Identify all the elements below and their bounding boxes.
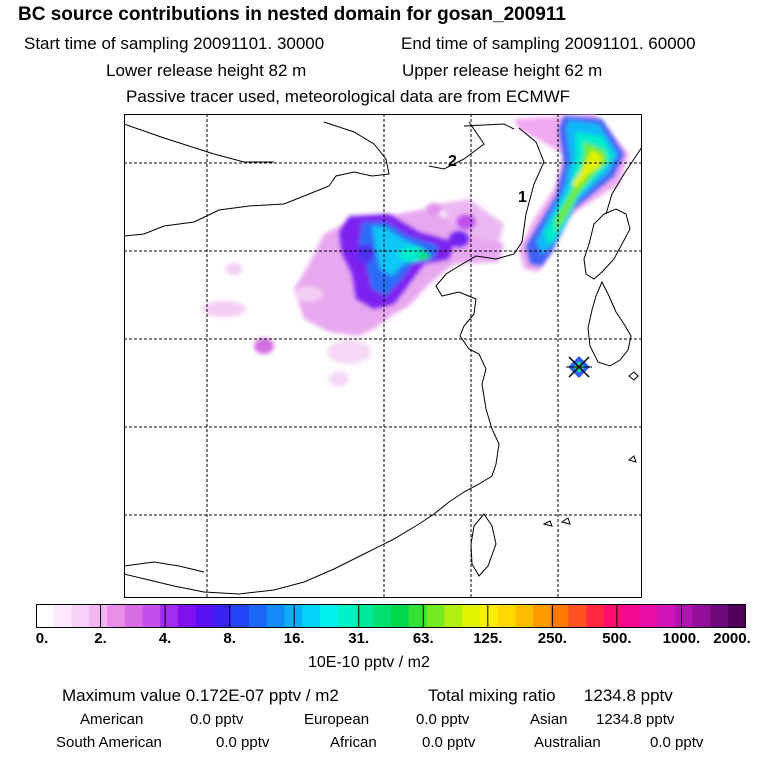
- source-contribution-map: 2 1: [124, 114, 642, 598]
- colorbar-swatch: [89, 604, 108, 628]
- colorbar-swatch: [142, 604, 161, 628]
- asian-value: 1234.8 pptv: [596, 711, 675, 728]
- colorbar-swatch: [195, 604, 214, 628]
- colorbar-tick-label: 2000.: [713, 630, 751, 647]
- southamerican-label: South American: [56, 734, 162, 751]
- colorbar-units: 10E-10 pptv / m2: [308, 654, 430, 671]
- colorbar-tick-label: 2.: [94, 630, 107, 647]
- colorbar-swatch: [71, 604, 90, 628]
- colorbar-swatch: [178, 604, 197, 628]
- colorbar-swatch: [639, 604, 658, 628]
- colorbar-swatch: [355, 604, 374, 628]
- colorbar-swatch: [320, 604, 339, 628]
- lower-release-height: Lower release height 82 m: [106, 61, 307, 80]
- label-1: 1: [518, 189, 527, 206]
- australian-label: Australian: [534, 734, 601, 751]
- colorbar-swatch: [408, 604, 427, 628]
- colorbar-swatch: [444, 604, 463, 628]
- colorbar-tick-label: 1000.: [662, 630, 701, 647]
- colorbar-swatch: [373, 604, 392, 628]
- label-2: 2: [448, 153, 457, 170]
- colorbar: [36, 604, 746, 628]
- asian-label: Asian: [530, 711, 568, 728]
- colorbar-tick-label: 4.: [158, 630, 172, 647]
- colorbar-tick-label: 16.: [283, 630, 305, 647]
- total-label: Total mixing ratio: [428, 686, 556, 705]
- colorbar-swatch: [337, 604, 356, 628]
- coastlines: [124, 121, 642, 595]
- southamerican-value: 0.0 pptv: [216, 734, 270, 751]
- colorbar-swatch: [426, 604, 445, 628]
- colorbar-swatch: [124, 604, 143, 628]
- total-value: 1234.8 pptv: [583, 686, 673, 705]
- upper-release-height: Upper release height 62 m: [402, 61, 603, 80]
- colorbar-swatch: [728, 604, 746, 628]
- colorbar-swatch: [266, 604, 285, 628]
- colorbar-swatch: [107, 604, 126, 628]
- colorbar-tick-label: 250.: [537, 630, 567, 647]
- colorbar-swatch: [479, 604, 498, 628]
- colorbar-tick-label: 500.: [602, 630, 632, 647]
- colorbar-swatch: [710, 604, 729, 628]
- australian-value: 0.0 pptv: [650, 734, 704, 751]
- african-value: 0.0 pptv: [422, 734, 476, 751]
- colorbar-swatch: [160, 604, 179, 628]
- colorbar-swatch: [604, 604, 623, 628]
- receptor-marker: [566, 356, 592, 378]
- lat-lon-grid: [124, 114, 642, 598]
- page-title: BC source contributions in nested domain…: [18, 4, 566, 25]
- american-value: 0.0 pptv: [190, 711, 244, 728]
- colorbar-tick-label: 31.: [348, 630, 370, 647]
- colorbar-swatch: [497, 604, 516, 628]
- colorbar-swatch: [550, 604, 569, 628]
- colorbar-swatch: [462, 604, 481, 628]
- colorbar-swatch: [533, 604, 552, 628]
- colorbar-swatch: [675, 604, 694, 628]
- colorbar-swatch: [36, 604, 55, 628]
- european-label: European: [304, 711, 370, 728]
- total-mixing-ratio: Total mixing ratio 1234.8 pptv: [428, 686, 673, 706]
- colorbar-swatch: [568, 604, 587, 628]
- colorbar-swatch: [249, 604, 268, 628]
- colorbar-tick-label: 8.: [223, 630, 236, 647]
- colorbar-swatch: [657, 604, 676, 628]
- african-label: African: [330, 734, 377, 751]
- colorbar-swatch: [213, 604, 232, 628]
- european-value: 0.0 pptv: [416, 711, 470, 728]
- colorbar-swatch: [391, 604, 410, 628]
- colorbar-border: [36, 604, 746, 628]
- colorbar-swatch: [515, 604, 534, 628]
- colorbar-tick-label: 0.: [35, 630, 49, 647]
- colorbar-swatch: [53, 604, 72, 628]
- plume-core: [339, 116, 624, 309]
- colorbar-swatch: [231, 604, 250, 628]
- colorbar-swatch: [621, 604, 640, 628]
- colorbar-tick-label: 63.: [412, 630, 434, 647]
- tracer-note: Passive tracer used, meteorological data…: [126, 87, 571, 106]
- american-label: American: [80, 711, 144, 728]
- end-time: End time of sampling 20091101. 60000: [401, 34, 696, 53]
- colorbar-swatch: [302, 604, 321, 628]
- colorbar-swatch: [692, 604, 711, 628]
- colorbar-swatch: [586, 604, 605, 628]
- colorbar-tick-label: 125.: [473, 630, 503, 647]
- colorbar-swatch: [284, 604, 303, 628]
- start-time: Start time of sampling 20091101. 30000: [24, 34, 325, 53]
- maximum-value: Maximum value 0.172E-07 pptv / m2: [62, 686, 339, 705]
